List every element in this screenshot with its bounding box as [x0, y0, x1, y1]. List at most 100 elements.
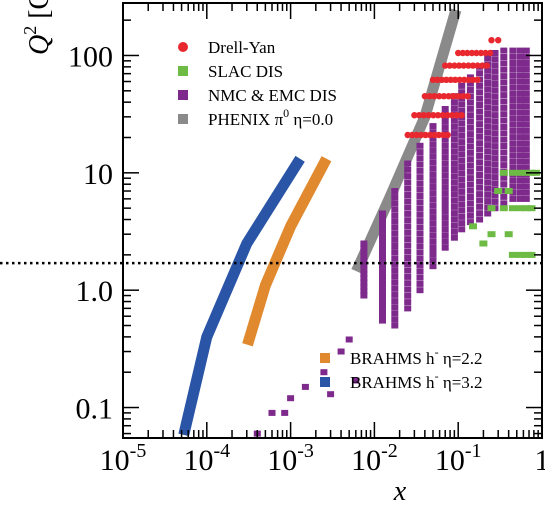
- data-point: [484, 142, 492, 149]
- y-tick-label: 100: [68, 40, 113, 73]
- data-point: [500, 98, 508, 105]
- legend-marker: [178, 90, 188, 100]
- data-point: [434, 112, 442, 119]
- data-point: [450, 136, 458, 143]
- data-point: [476, 133, 484, 140]
- data-point: [429, 263, 437, 270]
- data-point: [476, 159, 484, 166]
- data-point: [360, 253, 368, 260]
- data-point: [509, 152, 517, 159]
- data-point: [509, 195, 517, 202]
- data-point: [360, 262, 368, 269]
- data-point: [416, 255, 424, 262]
- data-point: [476, 146, 484, 153]
- data-point: [491, 155, 499, 162]
- data-point: [441, 232, 449, 239]
- data-point: [450, 228, 458, 235]
- data-point: [494, 188, 503, 194]
- data-point: [416, 280, 424, 287]
- data-point: [516, 84, 524, 91]
- data-point: [479, 62, 486, 69]
- data-point: [416, 142, 424, 149]
- data-point: [477, 49, 485, 57]
- data-point: [516, 72, 524, 79]
- data-point: [435, 131, 442, 139]
- data-point: [404, 267, 412, 274]
- data-points: [253, 37, 541, 437]
- data-point: [458, 151, 466, 158]
- data-point: [487, 231, 496, 238]
- data-point: [391, 230, 399, 237]
- data-point: [360, 240, 368, 247]
- data-point: [436, 93, 443, 100]
- data-point: [500, 117, 508, 124]
- data-point: [379, 266, 386, 273]
- data-point: [522, 195, 530, 202]
- data-point: [458, 157, 466, 164]
- data-point: [500, 79, 508, 86]
- data-point: [429, 171, 437, 178]
- data-point: [447, 76, 454, 84]
- data-point: [476, 165, 484, 172]
- data-point: [484, 55, 492, 62]
- data-point: [442, 62, 449, 69]
- data-point: [416, 199, 424, 206]
- data-point: [516, 90, 524, 97]
- data-point: [509, 53, 517, 60]
- data-point: [484, 198, 492, 205]
- data-point: [379, 210, 386, 217]
- data-point: [516, 60, 524, 66]
- data-point: [476, 216, 484, 223]
- data-point: [509, 109, 517, 116]
- data-point: [431, 131, 438, 139]
- data-point: [466, 105, 474, 112]
- data-point: [509, 115, 517, 122]
- data-point: [491, 124, 499, 131]
- data-point: [429, 257, 437, 264]
- data-point: [458, 176, 466, 183]
- data-point: [509, 60, 517, 66]
- data-point: [458, 139, 466, 146]
- data-point: [500, 193, 508, 200]
- data-point: [500, 111, 508, 118]
- y-tick-label: 1.0: [76, 275, 114, 308]
- x-tick-label: 1: [535, 444, 545, 477]
- data-point: [416, 205, 424, 212]
- data-point: [379, 261, 386, 268]
- data-point: [509, 189, 517, 196]
- data-point: [466, 80, 474, 87]
- data-point: [409, 131, 416, 139]
- data-point: [379, 216, 386, 223]
- data-point: [500, 85, 508, 92]
- data-point: [491, 192, 499, 199]
- data-point: [522, 127, 530, 134]
- data-point: [516, 158, 524, 165]
- data-point: [391, 212, 399, 219]
- data-point: [522, 47, 530, 54]
- data-point: [404, 292, 412, 299]
- data-point: [416, 211, 424, 218]
- data-point: [281, 409, 289, 416]
- data-point: [416, 180, 424, 187]
- data-point: [465, 76, 472, 84]
- legend-marker: [320, 353, 330, 363]
- data-point: [466, 156, 474, 163]
- legend-label: NMC & EMC DIS: [208, 86, 337, 105]
- data-point: [441, 118, 449, 124]
- data-point: [426, 131, 434, 139]
- data-point: [438, 76, 446, 84]
- data-point: [441, 202, 449, 209]
- data-point: [522, 78, 530, 85]
- data-point: [522, 189, 530, 196]
- data-point: [404, 131, 411, 139]
- data-point: [459, 93, 467, 100]
- data-point: [449, 112, 456, 119]
- data-point: [404, 236, 412, 243]
- data-point: [441, 142, 449, 149]
- data-point: [429, 196, 437, 203]
- data-point: [441, 208, 449, 215]
- data-point: [441, 160, 449, 167]
- data-point: [429, 251, 437, 257]
- data-point: [504, 188, 513, 194]
